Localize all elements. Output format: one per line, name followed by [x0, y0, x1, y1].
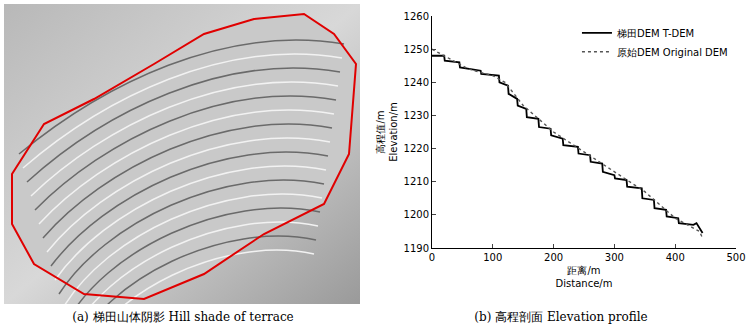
svg-text:1220: 1220	[404, 143, 429, 154]
svg-text:100: 100	[483, 252, 502, 263]
svg-text:1200: 1200	[404, 209, 429, 220]
svg-text:1230: 1230	[404, 110, 429, 121]
html-text:(a) 梯田山体阴影 Hill shade of terra: (a) 梯田山体阴影 Hill shade of terrace	[72, 310, 294, 324]
svg-text:梯田DEM T-DEM: 梯田DEM T-DEM	[616, 28, 694, 39]
svg-text:400: 400	[666, 252, 685, 263]
svg-text:1190: 1190	[404, 243, 429, 254]
svg-text:200: 200	[544, 252, 563, 263]
svg-text:1250: 1250	[404, 44, 429, 55]
svg-text:原始DEM Original DEM: 原始DEM Original DEM	[617, 47, 728, 58]
html-text:(b) 高程剖面 Elevation profile: (b) 高程剖面 Elevation profile	[474, 310, 648, 324]
svg-text:1240: 1240	[404, 77, 429, 88]
svg-text:1260: 1260	[404, 11, 429, 22]
svg-text:0: 0	[429, 252, 435, 263]
svg-text:500: 500	[726, 252, 745, 263]
svg-text:距离/mDistance/m: 距离/mDistance/m	[556, 265, 613, 289]
svg-text:高程值/mElevation/m: 高程值/mElevation/m	[375, 102, 399, 162]
svg-text:300: 300	[605, 252, 624, 263]
svg-text:1210: 1210	[404, 176, 429, 187]
